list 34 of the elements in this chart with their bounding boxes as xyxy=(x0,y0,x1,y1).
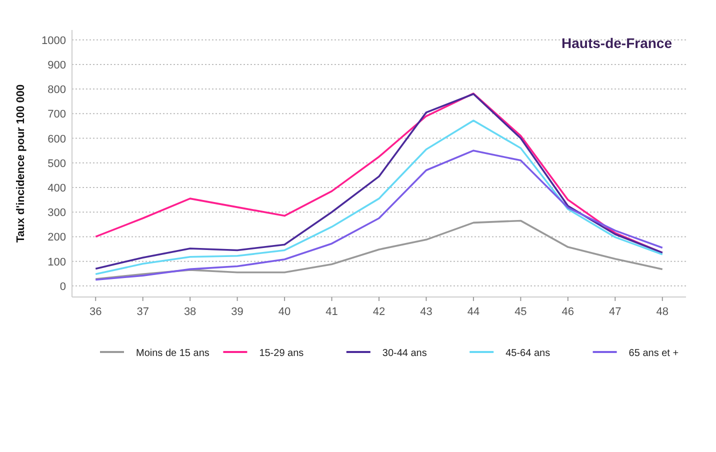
x-tick-label: 43 xyxy=(420,306,432,318)
x-tick-label: 37 xyxy=(136,306,149,318)
legend-label: 30-44 ans xyxy=(382,348,427,359)
x-tick-label: 42 xyxy=(372,306,386,318)
line-series xyxy=(94,150,664,281)
x-tick-label: 39 xyxy=(231,306,244,318)
y-tick-label: 1000 xyxy=(42,34,66,47)
y-tick-label: 700 xyxy=(48,108,66,121)
legend-label: 15-29 ans xyxy=(259,348,304,359)
y-tick-label: 200 xyxy=(48,232,66,244)
legend-label: Moins de 15 ans xyxy=(136,348,210,359)
x-tick-label: 47 xyxy=(609,306,622,318)
legend-label: 65 ans et + xyxy=(628,348,679,359)
x-tick-label: 36 xyxy=(89,306,102,318)
x-tick-label: 44 xyxy=(467,306,480,318)
y-tick-label: 800 xyxy=(48,84,66,96)
x-tick-label: 41 xyxy=(326,306,338,318)
line-series xyxy=(94,120,664,276)
y-tick-label: 900 xyxy=(48,59,66,72)
legend-label: 45-64 ans xyxy=(506,348,550,359)
y-tick-label: 500 xyxy=(48,158,66,170)
x-tick-label: 38 xyxy=(184,306,196,318)
chart-title: Hauts-de-France xyxy=(562,35,672,51)
y-tick-label: 400 xyxy=(48,182,66,194)
y-tick-label: 300 xyxy=(48,207,66,220)
y-tick-label: 100 xyxy=(48,256,66,268)
y-tick-label: 0 xyxy=(60,280,66,293)
line-series xyxy=(94,220,664,280)
x-tick-label: 40 xyxy=(278,306,291,318)
x-tick-label: 45 xyxy=(514,306,527,318)
y-axis-title: Taux d'incidence pour 100 000 xyxy=(15,84,27,243)
x-tick-label: 48 xyxy=(656,306,669,318)
y-tick-label: 600 xyxy=(48,133,66,146)
x-tick-label: 46 xyxy=(562,306,574,318)
